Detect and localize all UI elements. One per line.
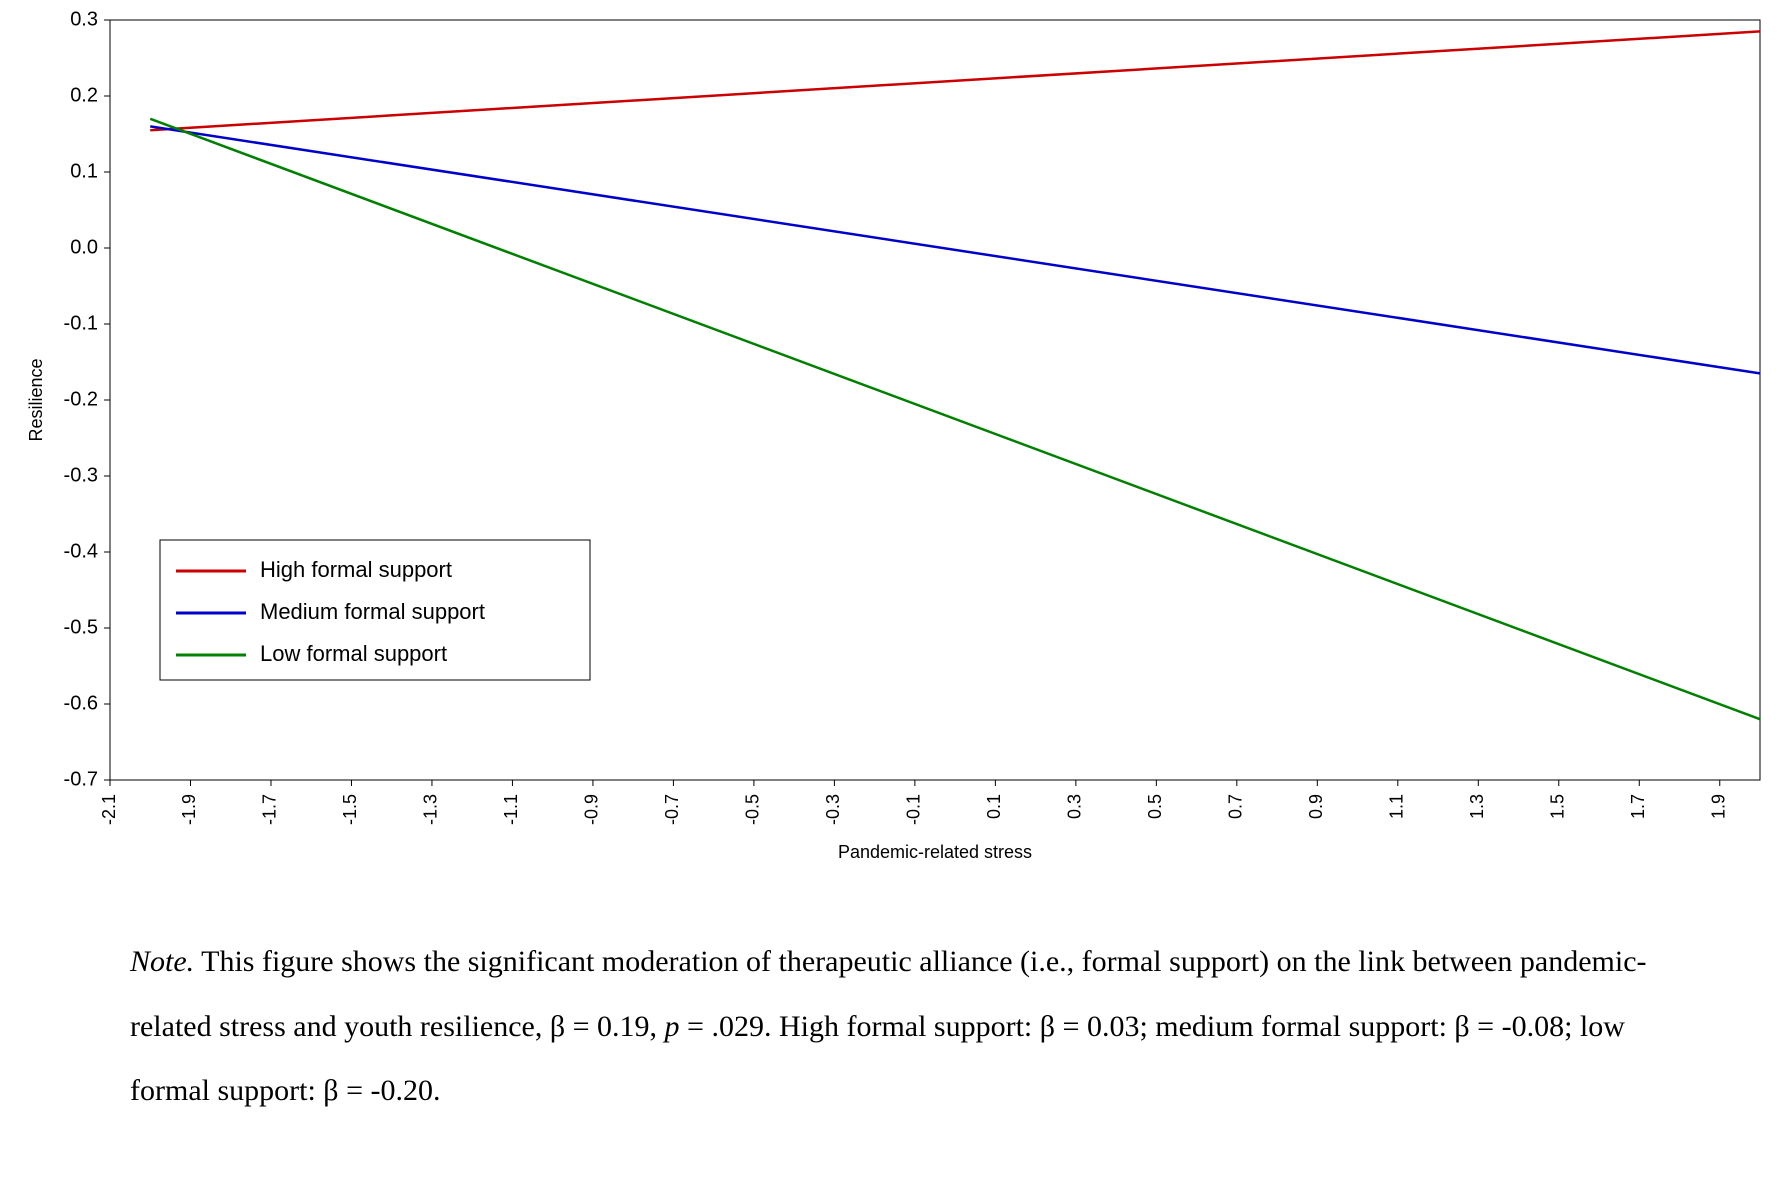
x-tick-label: 1.5: [1548, 794, 1568, 819]
x-tick-label: -1.9: [179, 794, 199, 825]
figure-note: Note. This figure shows the significant …: [130, 930, 1660, 1124]
x-tick-label: 1.1: [1387, 794, 1407, 819]
x-tick-label: -1.5: [340, 794, 360, 825]
x-tick-label: 1.9: [1709, 794, 1729, 819]
y-tick-label: -0.4: [64, 540, 98, 562]
x-tick-label: 1.3: [1467, 794, 1487, 819]
chart-svg: -0.7 -0.6 -0.5 -0.4 -0.3 -0.2 -0.1 0.0 0.1 0.2 0.3…: [20, 10, 1770, 900]
y-tick-label: 0.2: [70, 84, 98, 106]
x-tick-label: 0.1: [984, 794, 1004, 819]
page: -0.7 -0.6 -0.5 -0.4 -0.3 -0.2 -0.1 0.0 0.1 0.2 0.3…: [0, 0, 1790, 1191]
y-tick-label: 0.0: [70, 236, 98, 258]
y-tick-label: 0.3: [70, 10, 98, 30]
y-tick-label: 0.1: [70, 160, 98, 182]
y-tick-label: -0.6: [64, 692, 98, 714]
x-tick-label: -1.3: [421, 794, 441, 825]
y-tick-label: -0.5: [64, 616, 98, 638]
note-prefix: Note.: [130, 945, 194, 978]
x-tick-label: 0.7: [1226, 794, 1246, 819]
x-tick-label: -0.5: [743, 794, 763, 825]
legend-label: Low formal support: [260, 641, 447, 666]
x-tick-label: -2.1: [99, 794, 119, 825]
x-tick-label: -1.1: [501, 794, 521, 825]
legend-label: High formal support: [260, 557, 452, 582]
y-tick-label: -0.7: [64, 768, 98, 790]
x-tick-label: -0.9: [582, 794, 602, 825]
note-p: p: [665, 1010, 680, 1043]
y-tick-label: -0.3: [64, 464, 98, 486]
legend-label: Medium formal support: [260, 599, 485, 624]
x-tick-label: 0.5: [1145, 794, 1165, 819]
line-chart: -0.7 -0.6 -0.5 -0.4 -0.3 -0.2 -0.1 0.0 0.1 0.2 0.3…: [20, 10, 1770, 900]
x-tick-label: 1.7: [1628, 794, 1648, 819]
x-tick-label: -0.7: [662, 794, 682, 825]
x-axis-label: Pandemic-related stress: [838, 842, 1032, 862]
y-tick-label: -0.2: [64, 388, 98, 410]
x-tick-label: 0.9: [1306, 794, 1326, 819]
y-tick-label: -0.1: [64, 312, 98, 334]
x-tick-label: -0.3: [823, 794, 843, 825]
y-axis-label: Resilience: [26, 358, 46, 441]
x-tick-label: -1.7: [260, 794, 280, 825]
x-tick-label: 0.3: [1065, 794, 1085, 819]
x-tick-label: -0.1: [904, 794, 924, 825]
